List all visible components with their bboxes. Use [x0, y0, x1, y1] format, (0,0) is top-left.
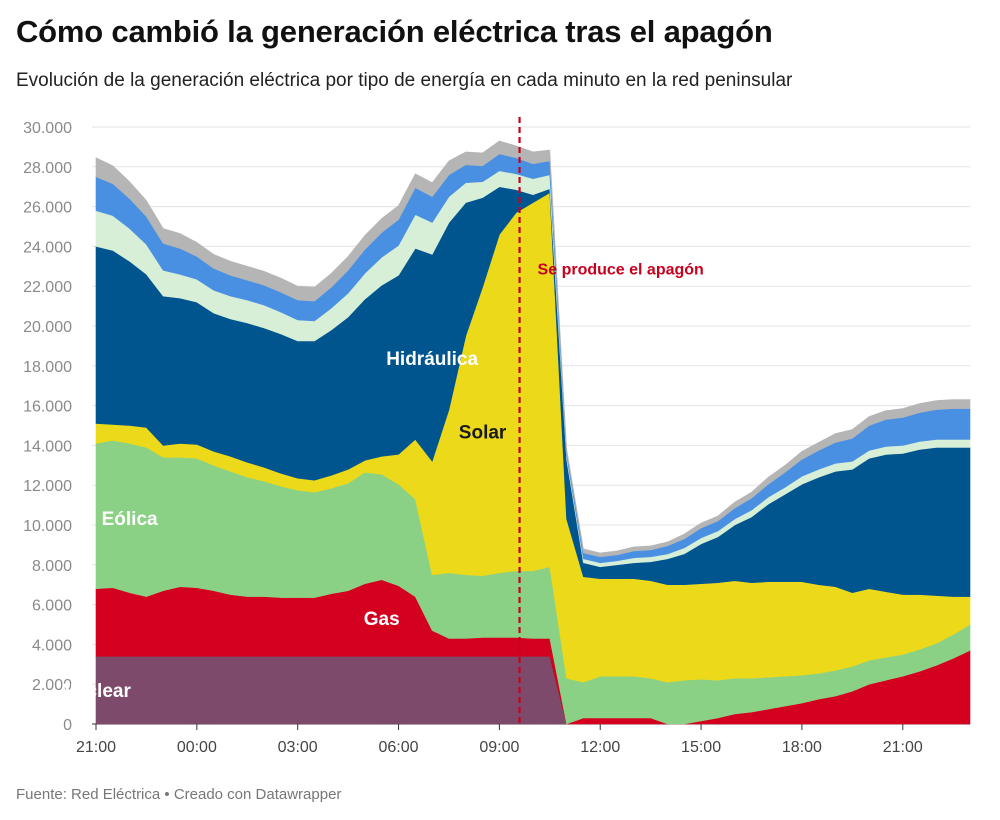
area-label-gas: Gas [364, 609, 400, 630]
y-axis: 0 2.000 4.000 6.000 8.000 10.000 12.000 14.000 1… [23, 120, 72, 734]
area-label-hidráulica: Hidráulica [386, 349, 478, 370]
x-tick-label: 21:00 [883, 739, 923, 756]
x-tick-label: 15:00 [681, 739, 721, 756]
y-tick-label: 12.000 [23, 478, 72, 495]
area-labels: Nuclear Gas Eólica Solar Hidráulica [61, 349, 507, 702]
area-label-eólica: Eólica [102, 509, 158, 530]
y-tick-label: 10.000 [23, 518, 72, 535]
source-footer: Fuente: Red Eléctrica • Creado con Dataw… [16, 786, 342, 803]
y-tick-label: 16.000 [23, 399, 72, 416]
x-tick-label: 12:00 [580, 739, 620, 756]
x-tick-label: 06:00 [379, 739, 419, 756]
x-tick-label: 21:00 [76, 739, 116, 756]
chart-subtitle: Evolución de la generación eléctrica por… [16, 70, 793, 91]
area-label-solar: Solar [459, 422, 507, 443]
x-tick-label: 09:00 [479, 739, 519, 756]
y-tick-label: 0 [63, 717, 72, 734]
y-tick-label: 14.000 [23, 438, 72, 455]
area-otras [95, 140, 971, 558]
blackout-label: Se produce el apagón [538, 261, 704, 278]
area-label-nuclear: Nuclear [61, 681, 131, 702]
area-series [95, 140, 971, 725]
y-tick-label: 2.000 [32, 677, 72, 694]
chart-title: Cómo cambió la generación eléctrica tras… [16, 14, 773, 49]
y-tick-label: 28.000 [23, 160, 72, 177]
y-tick-label: 24.000 [23, 239, 72, 256]
y-tick-label: 18.000 [23, 359, 72, 376]
annotations: Se produce el apagón [518, 117, 704, 724]
y-tick-label: 22.000 [23, 279, 72, 296]
x-tick-label: 00:00 [177, 739, 217, 756]
y-tick-label: 30.000 [23, 120, 72, 137]
y-tick-label: 6.000 [32, 598, 72, 615]
x-tick-label: 03:00 [278, 739, 318, 756]
y-tick-label: 20.000 [23, 319, 72, 336]
y-tick-label: 8.000 [32, 558, 72, 575]
x-axis: 21:00 00:00 03:00 06:00 09:00 12:00 15:00 18:00… [76, 724, 923, 756]
y-tick-label: 4.000 [32, 637, 72, 654]
x-tick-label: 18:00 [782, 739, 822, 756]
y-tick-label: 26.000 [23, 200, 72, 217]
